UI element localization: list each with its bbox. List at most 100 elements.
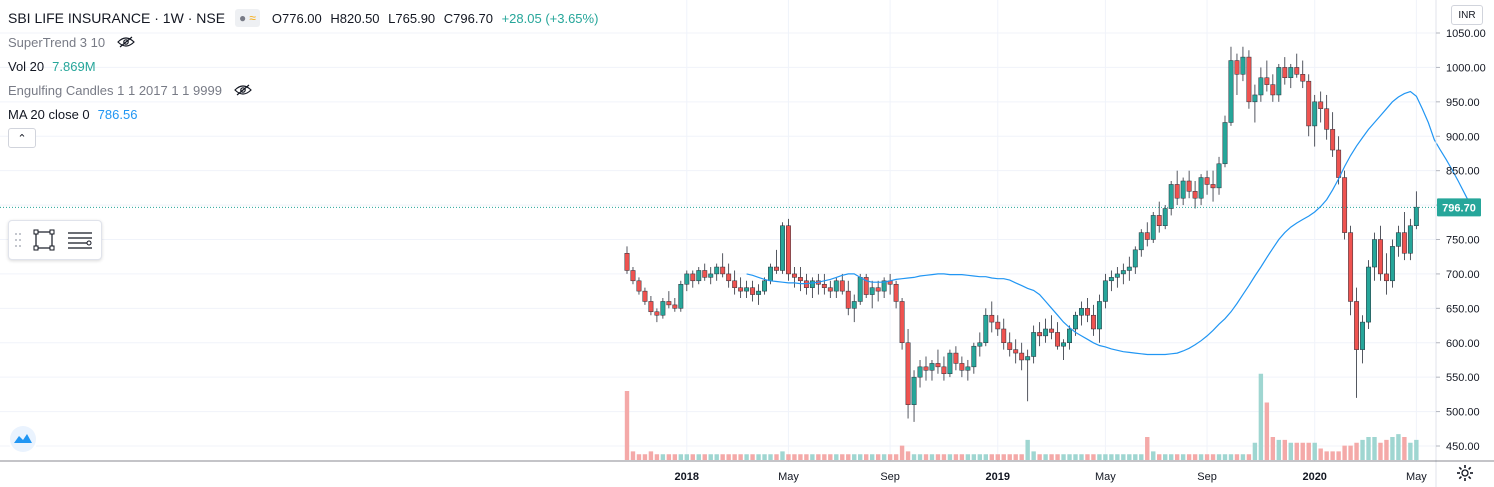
candle-up — [780, 225, 785, 271]
candle-up — [660, 301, 666, 316]
indicator-engulfing[interactable]: Engulfing Candles 1 1 2017 1 1 9999 — [8, 78, 603, 102]
candle-up — [869, 287, 875, 295]
volume-bar — [1055, 454, 1060, 460]
volume-bar — [1372, 437, 1377, 460]
candle-down — [750, 287, 756, 295]
volume-bar — [1103, 454, 1108, 460]
candle-up — [1252, 94, 1258, 103]
collapse-row: ⌃ — [8, 126, 603, 150]
collapse-legend-button[interactable]: ⌃ — [8, 128, 36, 148]
candle-up — [1240, 56, 1246, 75]
candle-up — [756, 290, 762, 295]
candle-up — [881, 280, 887, 292]
candle-up — [809, 280, 815, 288]
compare-badge[interactable]: ● ≈ — [235, 9, 260, 27]
y-tick-label: 600.00 — [1446, 338, 1480, 350]
volume-bar — [1043, 454, 1048, 460]
candle-down — [738, 287, 744, 292]
volume-bar — [1336, 451, 1341, 460]
volume-bar — [1414, 439, 1419, 460]
candle-up — [977, 342, 983, 347]
candle-down — [797, 277, 803, 282]
candle-up — [1108, 277, 1114, 282]
volume-bar — [1163, 454, 1168, 460]
legend: SBI LIFE INSURANCE · 1W · NSE ● ≈ O776.00… — [8, 6, 603, 150]
volume-bar — [834, 454, 839, 460]
volume-bar — [1049, 454, 1054, 460]
close-value: C796.70 — [443, 10, 493, 26]
volume-bar — [1216, 454, 1222, 460]
volume-bar — [917, 454, 923, 460]
volume-bar — [923, 454, 929, 460]
candle-down — [1336, 149, 1342, 178]
volume-bar — [1139, 454, 1144, 460]
volume-bar — [1282, 439, 1287, 460]
volume-bar — [1408, 442, 1413, 460]
volume-bar — [720, 454, 725, 460]
candle-up — [1228, 60, 1234, 123]
volume-bar — [666, 454, 672, 460]
volume-bar — [1222, 454, 1228, 460]
candle-down — [839, 280, 845, 292]
volume-bar — [1378, 442, 1383, 460]
volume-bar — [953, 454, 959, 460]
candle-up — [1025, 356, 1031, 361]
volume-bar — [1109, 454, 1114, 460]
candle-up — [762, 280, 767, 292]
open-value: O776.00 — [271, 10, 322, 26]
volume-bar — [1360, 439, 1365, 460]
candle-up — [1168, 184, 1174, 209]
rectangle-tool-button[interactable] — [29, 225, 59, 255]
volume-bar — [911, 454, 917, 460]
volume-bar — [1133, 454, 1138, 460]
candle-up — [971, 345, 977, 368]
volume-bar — [1192, 454, 1198, 460]
volume-bar — [1252, 442, 1258, 460]
drawing-toolbar — [8, 220, 102, 260]
candle-down — [959, 363, 965, 371]
eye-hidden-icon[interactable] — [234, 84, 252, 96]
symbol-title[interactable]: SBI LIFE INSURANCE · 1W · NSE — [8, 10, 226, 26]
candle-down — [821, 283, 827, 288]
indicator-ma[interactable]: MA 20 close 0 786.56 — [8, 102, 603, 126]
volume-bar — [947, 454, 953, 460]
candle-down — [893, 283, 899, 302]
candle-down — [989, 314, 995, 323]
candle-up — [1114, 273, 1120, 278]
volume-bar — [624, 391, 630, 460]
volume-bar — [1031, 451, 1036, 460]
price-axis[interactable]: 450.00 500.00 550.00 600.00 650.00 700.00 750.… — [1436, 28, 1486, 453]
volume-bar — [1210, 454, 1216, 460]
tradingview-logo[interactable] — [8, 424, 38, 454]
indicator-volume[interactable]: Vol 20 7.869M — [8, 54, 603, 78]
line-style-button[interactable] — [65, 225, 95, 255]
settings-gear-icon[interactable] — [1456, 464, 1474, 482]
candle-up — [947, 352, 953, 374]
candle-up — [1079, 308, 1084, 316]
y-tick-label: 900.00 — [1446, 131, 1480, 143]
volume-bar — [1288, 442, 1293, 460]
indicator-supertrend[interactable]: SuperTrend 3 10 — [8, 30, 603, 54]
candle-up — [1096, 301, 1102, 330]
volume-bar — [899, 445, 905, 460]
candle-down — [1342, 177, 1348, 233]
volume-bar — [1186, 454, 1192, 460]
volume-bar — [786, 454, 791, 460]
candle-up — [983, 314, 989, 344]
currency-button[interactable]: INR — [1451, 5, 1483, 25]
candle-down — [845, 290, 851, 309]
volume-bar — [905, 451, 911, 460]
candle-up — [1222, 122, 1228, 165]
eye-hidden-icon[interactable] — [117, 36, 135, 48]
time-axis[interactable]: 2018 May Sep 2019 May Sep 2020 May — [675, 471, 1428, 483]
candle-down — [899, 301, 905, 344]
indicator-value: 7.869M — [52, 58, 96, 74]
drag-handle-icon[interactable] — [13, 230, 23, 250]
volume-bar — [1396, 434, 1401, 460]
y-tick-label: 550.00 — [1446, 372, 1480, 384]
candle-down — [732, 280, 738, 288]
candle-down — [1401, 232, 1407, 254]
x-tick-label: Sep — [880, 471, 900, 483]
volume-bar — [959, 454, 965, 460]
